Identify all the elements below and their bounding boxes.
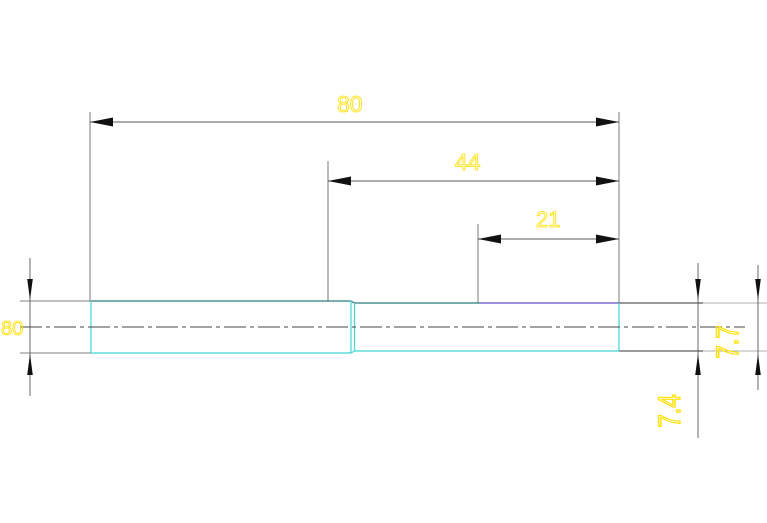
svg-text:80: 80: [337, 91, 363, 117]
svg-text:21: 21: [536, 207, 560, 232]
svg-text:44: 44: [455, 149, 481, 175]
svg-text:7.4: 7.4: [652, 394, 687, 427]
svg-text:80: 80: [1, 318, 23, 340]
svg-text:7.7: 7.7: [710, 325, 745, 358]
